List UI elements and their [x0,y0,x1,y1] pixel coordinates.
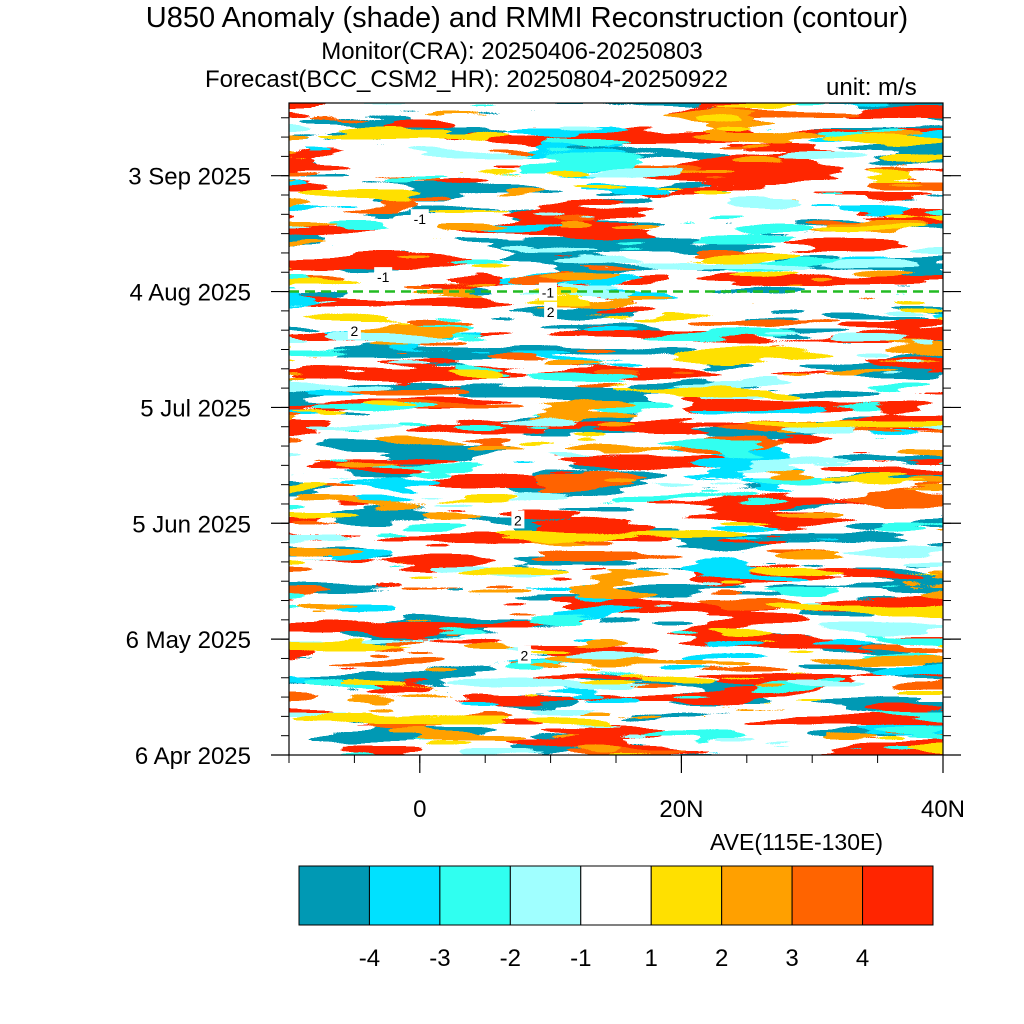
colorbar-box [721,865,793,926]
contour-label-box [544,301,558,320]
x-tick-label: 0 [413,796,426,823]
monitor-subtitle: Monitor(CRA): 20250406-20250803 [321,38,703,65]
colorbar-label: -1 [570,945,591,972]
x-tick-label: 20N [659,796,703,823]
shading-field [289,103,943,755]
y-tick-label: 4 Aug 2025 [130,280,251,307]
y-tick-label: 6 Apr 2025 [135,743,251,770]
colorbar: -4 -3 -2 -1 1 2 3 4 [298,865,934,972]
y-tick-label: 5 Jun 2025 [132,511,251,538]
contour-label-box [538,282,557,301]
colorbar-label: -4 [359,945,380,972]
contour-label: 2 [514,512,522,528]
contour-label: 2 [547,304,555,320]
colorbar-label: 1 [645,945,658,972]
y-tick-label: 5 Jul 2025 [140,395,251,422]
contour-label-box [511,510,525,529]
contour-label: -1 [414,211,427,227]
x-tick-label: 40N [921,796,965,823]
contour-label-box [374,267,393,286]
colorbar-box [509,865,582,926]
shading-layer-5 [289,103,943,755]
colorbar-label: 4 [856,945,869,972]
contour-label: -1 [542,285,555,301]
contour-label: 2 [351,323,359,339]
y-tick-label: 3 Sep 2025 [128,164,251,191]
region-average-label: AVE(115E-130E) [710,829,884,855]
colorbar-label: 3 [785,945,798,972]
colorbar-box [439,865,511,926]
contour-label-box [517,645,531,664]
colorbar-label: -3 [429,945,450,972]
colorbar-label: 2 [715,945,728,972]
units-label: unit: m/s [826,74,917,101]
contour-label: -1 [377,269,390,285]
colorbar-box [580,865,652,926]
colorbar-box [791,865,864,926]
forecast-subtitle: Forecast(BCC_CSM2_HR): 20250804-20250922 [205,66,728,93]
contour-label-box [347,321,361,340]
plot-area: 2 2 2 2 -1 -1 -1 [289,103,943,755]
chart-title: U850 Anomaly (shade) and RMMI Reconstruc… [145,2,909,34]
colorbar-label: -2 [500,945,521,972]
contour-label-box [410,209,429,228]
contour-label: 2 [521,648,529,664]
colorbar-box [368,865,441,926]
axes: 6 Apr 2025 6 May 2025 5 Jun 2025 5 Jul 2025… [126,102,965,823]
y-tick-label: 6 May 2025 [126,627,251,654]
colorbar-box [862,865,934,926]
colorbar-box [298,865,370,926]
colorbar-box [650,865,723,926]
